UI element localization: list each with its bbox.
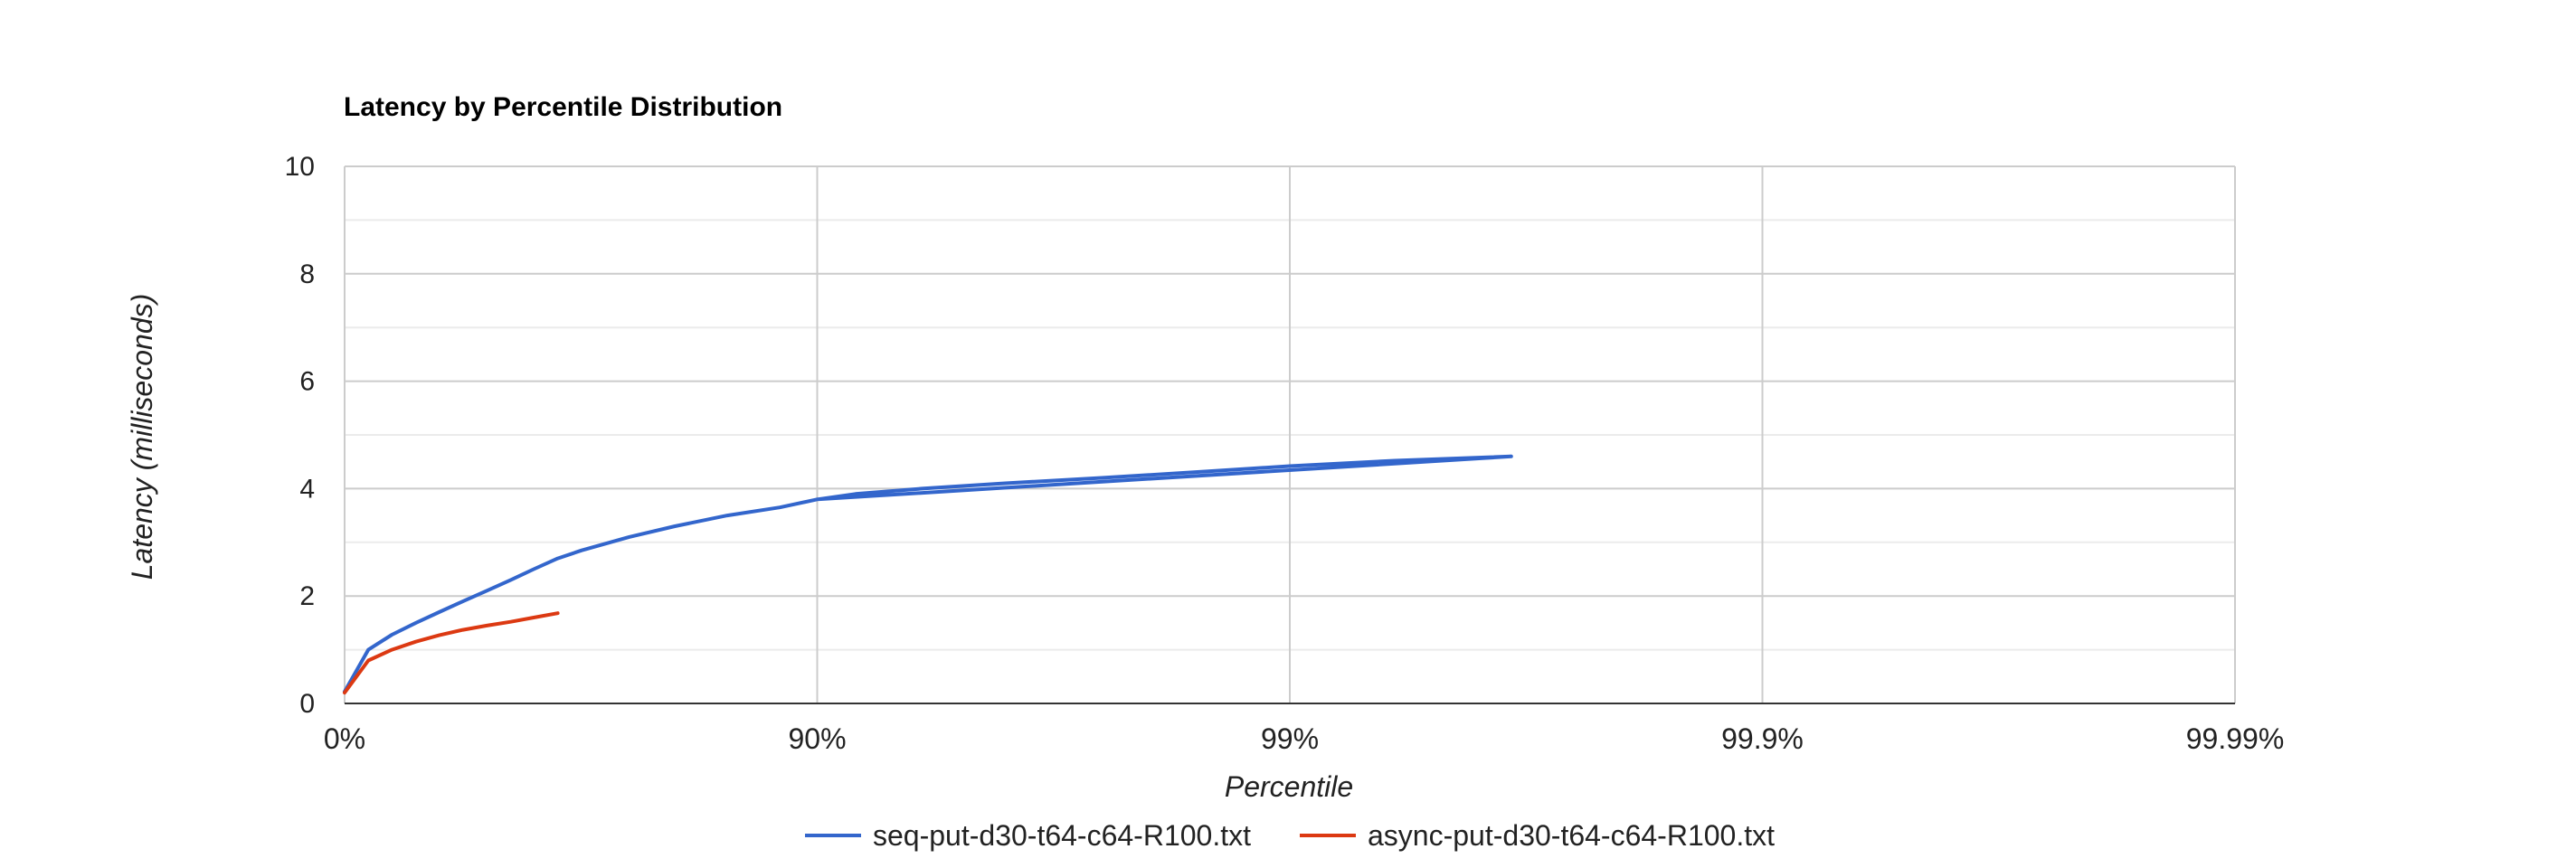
legend-item: async-put-d30-t64-c64-R100.txt — [1300, 819, 1775, 852]
chart-grid — [344, 165, 2236, 704]
x-axis-ticks: 0% 90% 99% 99.9% 99.99% — [324, 722, 2284, 755]
legend-label: async-put-d30-t64-c64-R100.txt — [1368, 819, 1775, 852]
y-tick-label: 8 — [299, 259, 315, 289]
y-tick-label: 10 — [285, 152, 315, 182]
series-line-2 — [343, 611, 560, 695]
y-tick-label: 4 — [299, 474, 315, 504]
x-tick-label: 99% — [1261, 722, 1319, 755]
y-axis-title: Latency (milliseconds) — [126, 294, 158, 580]
x-tick-label: 99.9% — [1721, 722, 1804, 755]
x-tick-label: 0% — [324, 722, 365, 755]
x-tick-label: 99.99% — [2186, 722, 2285, 755]
legend-label: seq-put-d30-t64-c64-R100.txt — [873, 819, 1251, 852]
y-tick-label: 0 — [299, 689, 315, 719]
y-tick-label: 2 — [299, 581, 315, 611]
legend-item: seq-put-d30-t64-c64-R100.txt — [805, 819, 1251, 852]
y-tick-label: 6 — [299, 367, 315, 397]
series-line-1 — [343, 454, 1513, 693]
y-axis-ticks: 0 2 4 6 8 10 — [285, 152, 315, 719]
x-axis-title: Percentile — [1225, 770, 1353, 803]
chart-legend: seq-put-d30-t64-c64-R100.txt async-put-d3… — [805, 819, 1775, 852]
x-tick-label: 90% — [788, 722, 846, 755]
plot-series — [343, 454, 1513, 695]
chart-title: Latency by Percentile Distribution — [344, 92, 782, 122]
